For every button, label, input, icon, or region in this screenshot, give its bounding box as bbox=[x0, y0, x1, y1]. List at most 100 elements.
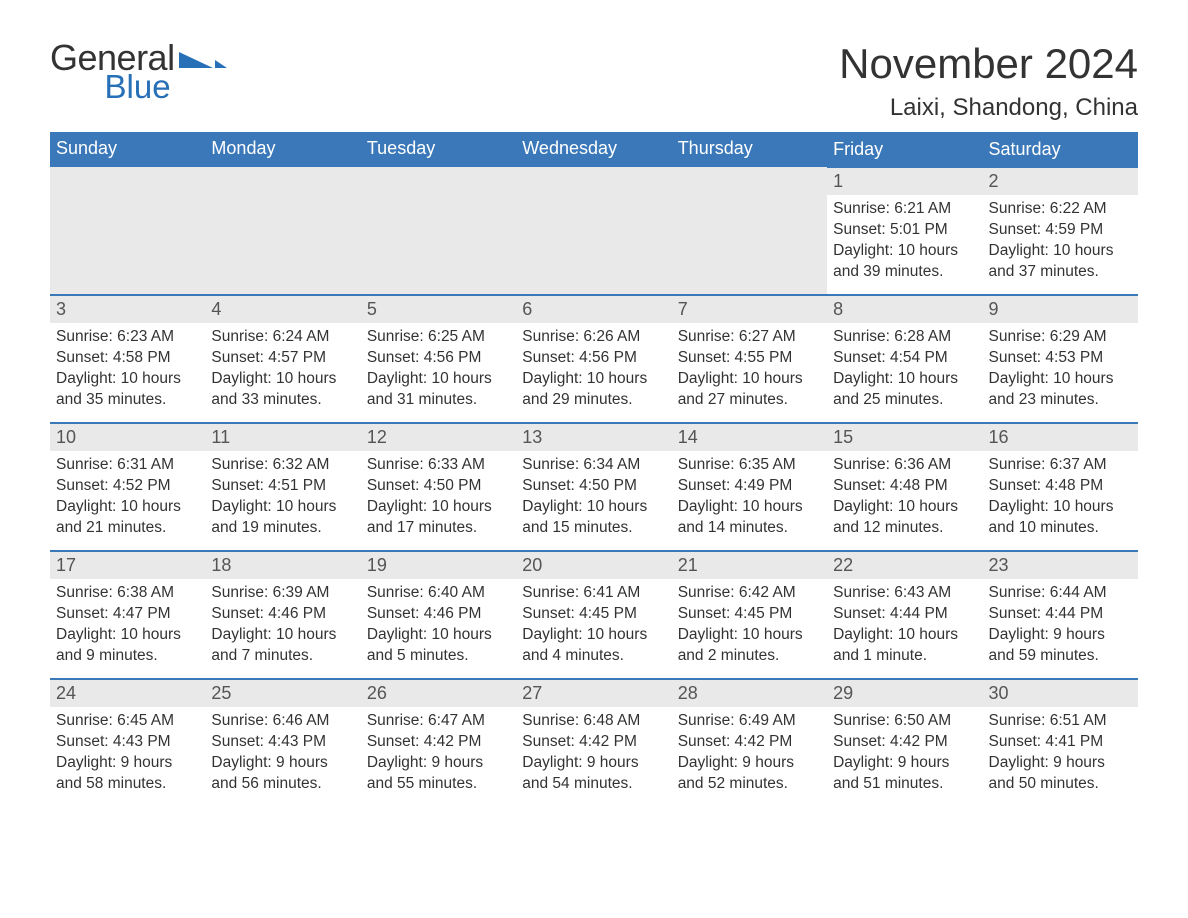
logo-flag-icon bbox=[179, 46, 227, 79]
day-data: Sunrise: 6:31 AMSunset: 4:52 PMDaylight:… bbox=[50, 451, 205, 543]
logo-text: General Blue bbox=[50, 40, 175, 103]
day-data: Sunrise: 6:35 AMSunset: 4:49 PMDaylight:… bbox=[672, 451, 827, 543]
day-data: Sunrise: 6:21 AMSunset: 5:01 PMDaylight:… bbox=[827, 195, 982, 287]
day-cell: 14Sunrise: 6:35 AMSunset: 4:49 PMDayligh… bbox=[672, 422, 827, 550]
day-cell: 27Sunrise: 6:48 AMSunset: 4:42 PMDayligh… bbox=[516, 678, 671, 806]
day-cell: 6Sunrise: 6:26 AMSunset: 4:56 PMDaylight… bbox=[516, 294, 671, 422]
day-number: 22 bbox=[827, 552, 982, 579]
calendar-row: 17Sunrise: 6:38 AMSunset: 4:47 PMDayligh… bbox=[50, 550, 1138, 678]
day-number: 16 bbox=[983, 424, 1138, 451]
location: Laixi, Shandong, China bbox=[839, 94, 1138, 122]
day-number: 8 bbox=[827, 296, 982, 323]
day-number: 11 bbox=[205, 424, 360, 451]
day-cell: 1Sunrise: 6:21 AMSunset: 5:01 PMDaylight… bbox=[827, 166, 982, 294]
day-cell: 26Sunrise: 6:47 AMSunset: 4:42 PMDayligh… bbox=[361, 678, 516, 806]
title-block: November 2024 Laixi, Shandong, China bbox=[839, 40, 1138, 122]
day-cell: 18Sunrise: 6:39 AMSunset: 4:46 PMDayligh… bbox=[205, 550, 360, 678]
day-cell: 12Sunrise: 6:33 AMSunset: 4:50 PMDayligh… bbox=[361, 422, 516, 550]
day-number: 14 bbox=[672, 424, 827, 451]
logo: General Blue bbox=[50, 40, 227, 103]
day-cell: 19Sunrise: 6:40 AMSunset: 4:46 PMDayligh… bbox=[361, 550, 516, 678]
weekday-header: Friday bbox=[827, 132, 982, 166]
day-data: Sunrise: 6:27 AMSunset: 4:55 PMDaylight:… bbox=[672, 323, 827, 415]
day-data: Sunrise: 6:22 AMSunset: 4:59 PMDaylight:… bbox=[983, 195, 1138, 287]
day-cell: 8Sunrise: 6:28 AMSunset: 4:54 PMDaylight… bbox=[827, 294, 982, 422]
weekday-header: Thursday bbox=[672, 132, 827, 166]
day-data: Sunrise: 6:48 AMSunset: 4:42 PMDaylight:… bbox=[516, 707, 671, 799]
calendar-row: 10Sunrise: 6:31 AMSunset: 4:52 PMDayligh… bbox=[50, 422, 1138, 550]
day-cell: 15Sunrise: 6:36 AMSunset: 4:48 PMDayligh… bbox=[827, 422, 982, 550]
day-number: 4 bbox=[205, 296, 360, 323]
day-cell: 30Sunrise: 6:51 AMSunset: 4:41 PMDayligh… bbox=[983, 678, 1138, 806]
day-cell: 2Sunrise: 6:22 AMSunset: 4:59 PMDaylight… bbox=[983, 166, 1138, 294]
day-number: 26 bbox=[361, 680, 516, 707]
day-number: 29 bbox=[827, 680, 982, 707]
day-number: 20 bbox=[516, 552, 671, 579]
weekday-header: Sunday bbox=[50, 132, 205, 166]
day-cell: 21Sunrise: 6:42 AMSunset: 4:45 PMDayligh… bbox=[672, 550, 827, 678]
empty-cell bbox=[50, 166, 205, 294]
day-number: 30 bbox=[983, 680, 1138, 707]
day-number: 24 bbox=[50, 680, 205, 707]
empty-cell bbox=[361, 166, 516, 294]
day-cell: 11Sunrise: 6:32 AMSunset: 4:51 PMDayligh… bbox=[205, 422, 360, 550]
day-cell: 5Sunrise: 6:25 AMSunset: 4:56 PMDaylight… bbox=[361, 294, 516, 422]
day-cell: 3Sunrise: 6:23 AMSunset: 4:58 PMDaylight… bbox=[50, 294, 205, 422]
calendar-row: 1Sunrise: 6:21 AMSunset: 5:01 PMDaylight… bbox=[50, 166, 1138, 294]
empty-cell bbox=[516, 166, 671, 294]
day-data: Sunrise: 6:29 AMSunset: 4:53 PMDaylight:… bbox=[983, 323, 1138, 415]
day-cell: 17Sunrise: 6:38 AMSunset: 4:47 PMDayligh… bbox=[50, 550, 205, 678]
day-cell: 28Sunrise: 6:49 AMSunset: 4:42 PMDayligh… bbox=[672, 678, 827, 806]
calendar-body: 1Sunrise: 6:21 AMSunset: 5:01 PMDaylight… bbox=[50, 166, 1138, 806]
day-data: Sunrise: 6:43 AMSunset: 4:44 PMDaylight:… bbox=[827, 579, 982, 671]
calendar-row: 24Sunrise: 6:45 AMSunset: 4:43 PMDayligh… bbox=[50, 678, 1138, 806]
day-data: Sunrise: 6:47 AMSunset: 4:42 PMDaylight:… bbox=[361, 707, 516, 799]
day-number: 28 bbox=[672, 680, 827, 707]
weekday-header: Tuesday bbox=[361, 132, 516, 166]
day-data: Sunrise: 6:45 AMSunset: 4:43 PMDaylight:… bbox=[50, 707, 205, 799]
day-number: 3 bbox=[50, 296, 205, 323]
day-data: Sunrise: 6:46 AMSunset: 4:43 PMDaylight:… bbox=[205, 707, 360, 799]
day-number: 6 bbox=[516, 296, 671, 323]
day-cell: 23Sunrise: 6:44 AMSunset: 4:44 PMDayligh… bbox=[983, 550, 1138, 678]
day-cell: 10Sunrise: 6:31 AMSunset: 4:52 PMDayligh… bbox=[50, 422, 205, 550]
day-number: 25 bbox=[205, 680, 360, 707]
calendar-header-row: SundayMondayTuesdayWednesdayThursdayFrid… bbox=[50, 132, 1138, 166]
day-data: Sunrise: 6:36 AMSunset: 4:48 PMDaylight:… bbox=[827, 451, 982, 543]
header: General Blue November 2024 Laixi, Shando… bbox=[50, 40, 1138, 122]
calendar-table: SundayMondayTuesdayWednesdayThursdayFrid… bbox=[50, 132, 1138, 806]
day-number: 21 bbox=[672, 552, 827, 579]
day-data: Sunrise: 6:25 AMSunset: 4:56 PMDaylight:… bbox=[361, 323, 516, 415]
day-data: Sunrise: 6:44 AMSunset: 4:44 PMDaylight:… bbox=[983, 579, 1138, 671]
day-cell: 24Sunrise: 6:45 AMSunset: 4:43 PMDayligh… bbox=[50, 678, 205, 806]
day-data: Sunrise: 6:38 AMSunset: 4:47 PMDaylight:… bbox=[50, 579, 205, 671]
day-number: 23 bbox=[983, 552, 1138, 579]
logo-word-blue: Blue bbox=[105, 70, 171, 103]
weekday-header: Saturday bbox=[983, 132, 1138, 166]
day-cell: 29Sunrise: 6:50 AMSunset: 4:42 PMDayligh… bbox=[827, 678, 982, 806]
day-cell: 16Sunrise: 6:37 AMSunset: 4:48 PMDayligh… bbox=[983, 422, 1138, 550]
day-data: Sunrise: 6:28 AMSunset: 4:54 PMDaylight:… bbox=[827, 323, 982, 415]
day-cell: 13Sunrise: 6:34 AMSunset: 4:50 PMDayligh… bbox=[516, 422, 671, 550]
calendar-page: General Blue November 2024 Laixi, Shando… bbox=[0, 0, 1188, 856]
weekday-header: Wednesday bbox=[516, 132, 671, 166]
day-data: Sunrise: 6:26 AMSunset: 4:56 PMDaylight:… bbox=[516, 323, 671, 415]
day-cell: 4Sunrise: 6:24 AMSunset: 4:57 PMDaylight… bbox=[205, 294, 360, 422]
empty-cell bbox=[672, 166, 827, 294]
day-number: 9 bbox=[983, 296, 1138, 323]
day-number: 27 bbox=[516, 680, 671, 707]
day-cell: 20Sunrise: 6:41 AMSunset: 4:45 PMDayligh… bbox=[516, 550, 671, 678]
day-data: Sunrise: 6:49 AMSunset: 4:42 PMDaylight:… bbox=[672, 707, 827, 799]
day-cell: 9Sunrise: 6:29 AMSunset: 4:53 PMDaylight… bbox=[983, 294, 1138, 422]
day-data: Sunrise: 6:42 AMSunset: 4:45 PMDaylight:… bbox=[672, 579, 827, 671]
day-number: 12 bbox=[361, 424, 516, 451]
day-cell: 22Sunrise: 6:43 AMSunset: 4:44 PMDayligh… bbox=[827, 550, 982, 678]
day-data: Sunrise: 6:23 AMSunset: 4:58 PMDaylight:… bbox=[50, 323, 205, 415]
day-number: 1 bbox=[827, 168, 982, 195]
day-data: Sunrise: 6:33 AMSunset: 4:50 PMDaylight:… bbox=[361, 451, 516, 543]
day-data: Sunrise: 6:34 AMSunset: 4:50 PMDaylight:… bbox=[516, 451, 671, 543]
day-number: 2 bbox=[983, 168, 1138, 195]
weekday-header: Monday bbox=[205, 132, 360, 166]
day-data: Sunrise: 6:37 AMSunset: 4:48 PMDaylight:… bbox=[983, 451, 1138, 543]
day-number: 19 bbox=[361, 552, 516, 579]
